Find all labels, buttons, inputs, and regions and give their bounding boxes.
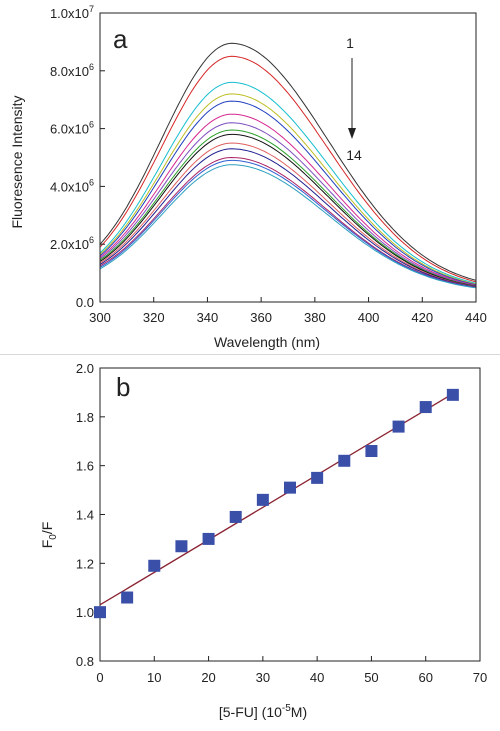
y-tick-label-b: 1.8 bbox=[76, 410, 94, 425]
y-tick-label-a: 6.0x106 bbox=[50, 120, 94, 137]
fluorescence-spectra-panel: 0.0 2.0x106 4.0x106 6.0x106 8.0x106 1.0x107 3… bbox=[0, 0, 500, 355]
y-tick-label-a: 2.0x106 bbox=[50, 235, 94, 252]
data-point-13 bbox=[419, 401, 432, 414]
data-point-12 bbox=[392, 420, 405, 433]
y-axis-title-b: F0/F bbox=[39, 522, 59, 549]
x-tick-label-b: 10 bbox=[147, 670, 161, 685]
x-tick-label-a: 380 bbox=[304, 310, 326, 325]
y-axis-a: 0.0 2.0x106 4.0x106 6.0x106 8.0x106 1.0x107 bbox=[50, 4, 105, 310]
y-axis-b: 0.8 1.0 1.2 1.4 1.6 1.8 2.0 bbox=[76, 361, 105, 669]
x-tick-label-b: 30 bbox=[256, 670, 270, 685]
x-axis-title-b: [5-FU] (10-5M) bbox=[219, 703, 307, 720]
data-point-10 bbox=[338, 454, 351, 467]
stern-volmer-panel: 0.8 1.0 1.2 1.4 1.6 1.8 2.0 0 10 20 30 40 50 60 70 b … bbox=[0, 355, 500, 726]
data-point-7 bbox=[256, 493, 269, 506]
x-tick-label-b: 50 bbox=[364, 670, 378, 685]
x-tick-label-a: 340 bbox=[197, 310, 219, 325]
plot-frame-a bbox=[99, 12, 477, 303]
x-tick-label-b: 40 bbox=[310, 670, 324, 685]
x-tick-label-a: 300 bbox=[89, 310, 111, 325]
spectrum-curve-14 bbox=[99, 164, 477, 289]
y-tick-label-a: 0.0 bbox=[76, 295, 94, 310]
x-axis-b: 0 10 20 30 40 50 60 70 bbox=[96, 656, 487, 685]
spectrum-curve-9 bbox=[99, 133, 477, 287]
data-point-6 bbox=[229, 510, 242, 523]
data-point-4 bbox=[175, 540, 188, 553]
spectrum-curve-5 bbox=[99, 100, 477, 286]
y-axis-title-a: Fluoresence Intensity bbox=[9, 95, 25, 228]
data-point-3 bbox=[148, 559, 161, 572]
spectrum-curve-7 bbox=[99, 122, 477, 287]
y-tick-label-b: 1.4 bbox=[76, 508, 94, 523]
annotation-arrow bbox=[348, 58, 356, 139]
data-point-1 bbox=[94, 606, 106, 619]
x-tick-label-b: 0 bbox=[96, 670, 103, 685]
data-point-5 bbox=[202, 532, 215, 545]
panel-divider bbox=[0, 354, 500, 355]
spectra-series-group bbox=[99, 42, 477, 289]
data-point-11 bbox=[365, 445, 378, 458]
spectrum-curve-4 bbox=[99, 93, 477, 285]
annotation-start-label: 1 bbox=[346, 35, 354, 51]
panel-label-b: b bbox=[116, 372, 130, 402]
x-tick-label-a: 360 bbox=[250, 310, 272, 325]
y-tick-label-b: 0.8 bbox=[76, 654, 94, 669]
spectrum-curve-11 bbox=[99, 148, 477, 288]
x-tick-label-a: 440 bbox=[465, 310, 487, 325]
y-tick-label-a: 1.0x107 bbox=[50, 4, 94, 21]
x-axis-title-a: Wavelength (nm) bbox=[214, 334, 320, 350]
x-tick-label-a: 400 bbox=[358, 310, 380, 325]
spectrum-curve-12 bbox=[99, 156, 477, 288]
y-tick-label-b: 1.2 bbox=[76, 556, 94, 571]
spectrum-curve-13 bbox=[99, 159, 477, 289]
annotation-end-label: 14 bbox=[346, 147, 362, 163]
spectrum-curve-6 bbox=[99, 113, 477, 286]
y-tick-label-b: 2.0 bbox=[76, 361, 94, 376]
y-tick-label-a: 4.0x106 bbox=[50, 177, 94, 194]
stern-volmer-chart: 0.81.01.21.41.61.82.0 0 10 20 30 40 50 60 70 b … bbox=[39, 361, 487, 720]
spectrum-curve-1 bbox=[99, 42, 477, 281]
data-point-8 bbox=[284, 481, 296, 494]
x-axis-a: 300 320 340 360 380 400 420 440 bbox=[89, 297, 487, 325]
y-tick-label-a: 8.0x106 bbox=[50, 62, 94, 79]
x-tick-label-a: 320 bbox=[143, 310, 165, 325]
data-point-14 bbox=[446, 388, 459, 401]
y-tick-label-b: 1.6 bbox=[76, 459, 94, 474]
spectrum-curve-2 bbox=[99, 55, 477, 283]
x-tick-label-a: 420 bbox=[411, 310, 433, 325]
x-tick-label-b: 20 bbox=[201, 670, 215, 685]
data-points-group bbox=[94, 388, 459, 619]
panel-label-a: a bbox=[113, 24, 128, 54]
x-tick-label-b: 70 bbox=[473, 670, 487, 685]
data-point-9 bbox=[311, 471, 324, 484]
y-tick-label-b: 1.0 bbox=[76, 605, 94, 620]
x-tick-label-b: 60 bbox=[418, 670, 432, 685]
spectrum-curve-10 bbox=[99, 142, 477, 288]
spectrum-curve-8 bbox=[99, 129, 477, 287]
fluorescence-spectra-chart: 0.0 2.0x106 4.0x106 6.0x106 8.0x106 1.0x107 3… bbox=[9, 4, 487, 350]
data-point-2 bbox=[121, 591, 134, 604]
spectrum-curve-3 bbox=[99, 81, 477, 284]
